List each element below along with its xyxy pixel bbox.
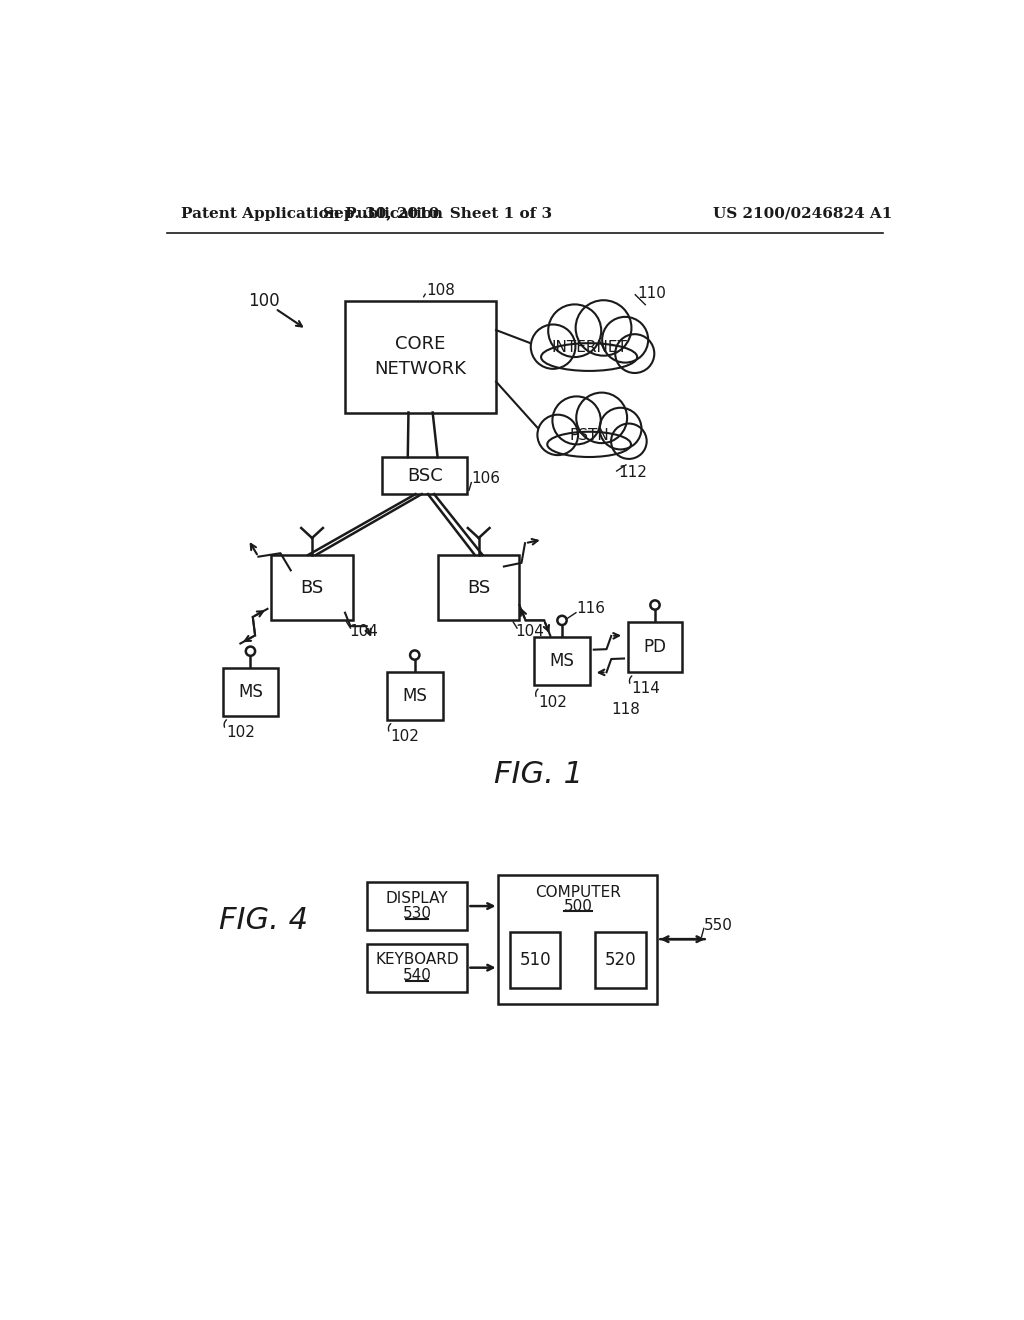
Circle shape (615, 334, 654, 374)
Bar (438, 554, 519, 620)
Text: INTERNET: INTERNET (551, 339, 627, 355)
Text: MS: MS (550, 652, 574, 671)
Text: FIG. 1: FIG. 1 (495, 760, 584, 789)
Text: 530: 530 (402, 907, 431, 921)
Text: BS: BS (300, 578, 324, 597)
Text: COMPUTER: COMPUTER (535, 886, 621, 900)
Text: 112: 112 (618, 465, 647, 480)
Text: 106: 106 (471, 471, 501, 486)
Text: KEYBOARD: KEYBOARD (375, 953, 459, 968)
Circle shape (611, 424, 647, 459)
Text: 104: 104 (349, 624, 378, 639)
Text: Patent Application Publication: Patent Application Publication (180, 207, 442, 220)
Circle shape (575, 300, 632, 355)
Bar (387, 672, 442, 719)
Text: CORE
NETWORK: CORE NETWORK (375, 335, 467, 378)
Text: BSC: BSC (407, 467, 442, 484)
Text: 100: 100 (248, 292, 280, 310)
Text: DISPLAY: DISPLAY (386, 891, 449, 906)
Text: 550: 550 (703, 917, 733, 933)
Text: 102: 102 (538, 694, 567, 710)
Circle shape (602, 317, 648, 363)
Bar (535, 638, 590, 685)
Text: Sep. 30, 2010  Sheet 1 of 3: Sep. 30, 2010 Sheet 1 of 3 (324, 207, 553, 220)
Text: 510: 510 (519, 950, 551, 969)
Bar (499, 874, 657, 1003)
Bar (367, 944, 467, 991)
Bar (345, 301, 496, 413)
Bar (222, 668, 279, 715)
Text: US 2100/0246824 A1: US 2100/0246824 A1 (713, 207, 892, 220)
Text: 500: 500 (563, 899, 592, 913)
Text: MS: MS (402, 686, 427, 705)
Text: FIG. 4: FIG. 4 (219, 907, 308, 935)
Circle shape (577, 392, 627, 444)
Text: 114: 114 (632, 681, 660, 697)
Bar (595, 932, 646, 987)
Text: 118: 118 (611, 702, 640, 717)
Circle shape (530, 325, 575, 368)
Bar (271, 554, 352, 620)
Text: BS: BS (467, 578, 490, 597)
Ellipse shape (547, 432, 631, 457)
Circle shape (599, 408, 641, 449)
Ellipse shape (541, 343, 637, 371)
Circle shape (552, 396, 601, 445)
Text: 520: 520 (605, 950, 636, 969)
Text: PSTN: PSTN (569, 428, 609, 444)
Bar (628, 622, 682, 672)
Text: 110: 110 (638, 285, 667, 301)
Text: 116: 116 (575, 602, 605, 616)
Circle shape (538, 414, 579, 455)
Text: 108: 108 (427, 282, 456, 297)
Bar (382, 457, 467, 494)
Bar (367, 882, 467, 929)
Text: MS: MS (238, 682, 263, 701)
Bar (510, 932, 560, 987)
Text: 104: 104 (515, 624, 545, 639)
Text: 102: 102 (391, 729, 420, 744)
Circle shape (548, 305, 601, 358)
Text: 540: 540 (402, 968, 431, 983)
Text: PD: PD (643, 638, 667, 656)
Text: 102: 102 (226, 725, 255, 741)
